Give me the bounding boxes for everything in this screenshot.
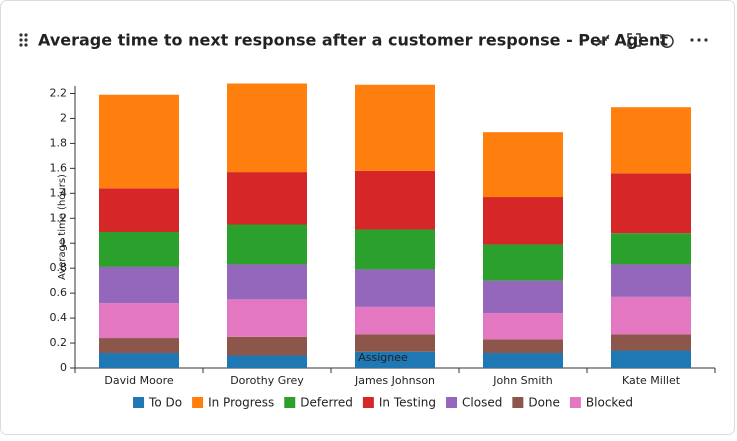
bar-segment — [355, 229, 435, 270]
legend: To Do In Progress Deferred In Testing Closed… — [133, 396, 633, 410]
legend-swatch — [192, 397, 204, 408]
legend-label: Closed — [462, 396, 502, 410]
x-tick-label: Dorothy Grey — [230, 374, 304, 387]
chart-title: Average time to next response after a cu… — [38, 31, 668, 50]
expand-icon[interactable] — [627, 33, 641, 47]
legend-label: Done — [528, 396, 560, 410]
legend-item[interactable]: In Progress — [192, 396, 274, 410]
y-tick-label: 2 — [60, 111, 67, 124]
legend-item[interactable]: Deferred — [284, 396, 353, 410]
bar-segment — [99, 94, 179, 189]
bar-segment — [483, 132, 563, 198]
bar-segment — [227, 336, 307, 356]
y-tick-label: 1.6 — [50, 161, 68, 174]
legend-item[interactable]: Blocked — [569, 396, 633, 410]
x-tick-label: James Johnson — [354, 374, 435, 387]
bar-segment — [355, 306, 435, 335]
legend-swatch — [133, 397, 145, 408]
y-tick-label: 1.8 — [50, 136, 68, 149]
x-axis-label: Assignee — [358, 351, 408, 364]
y-tick-label: 0.8 — [50, 261, 68, 274]
bar-segment — [611, 107, 691, 174]
x-tick-label: David Moore — [104, 374, 173, 387]
plot-area: 0 0.2 0.4 0.6 0.8 1 1.2 1.4 1.6 1.8 2 2.2 David Moor… — [50, 83, 716, 387]
x-tick-label: Kate Millet — [622, 374, 681, 387]
y-tick-label: 1 — [60, 236, 67, 249]
bar-segment — [355, 170, 435, 230]
bar-segment — [227, 299, 307, 337]
refresh-icon[interactable] — [660, 34, 674, 48]
shrink-icon[interactable] — [595, 34, 610, 47]
bar-segment — [483, 313, 563, 340]
bar-segment — [483, 280, 563, 314]
y-axis-label: Average time (hours) — [57, 174, 68, 280]
bar-segment — [227, 172, 307, 225]
bar-segment — [99, 266, 179, 304]
legend-label: In Progress — [208, 396, 274, 410]
legend-label: To Do — [148, 396, 182, 410]
bar-segment — [99, 303, 179, 339]
bar-segment — [227, 355, 307, 368]
bar-segment — [227, 224, 307, 265]
bar-segment — [611, 334, 691, 351]
y-tick-label: 0 — [60, 361, 67, 374]
legend-label: In Testing — [379, 396, 436, 410]
y-tick-label: 0.2 — [50, 336, 68, 349]
legend-swatch — [512, 397, 524, 408]
bar-segment — [355, 351, 435, 368]
bar-segment — [99, 188, 179, 232]
legend-swatch — [569, 397, 581, 408]
bar-segment — [99, 338, 179, 354]
bar-segment — [483, 244, 563, 281]
bar-segment — [611, 173, 691, 234]
bar-segment — [227, 83, 307, 173]
more-icon[interactable] — [690, 38, 708, 42]
legend-swatch — [284, 397, 296, 408]
x-tick-label: John Smith — [492, 374, 552, 387]
legend-item[interactable]: In Testing — [362, 396, 436, 410]
bar-segment — [611, 264, 691, 297]
bar-segment — [611, 233, 691, 265]
legend-item[interactable]: To Do — [133, 396, 182, 410]
bar-segment — [99, 231, 179, 267]
bar-segment — [611, 296, 691, 335]
bar-segment — [227, 264, 307, 300]
legend-swatch — [362, 397, 374, 408]
y-tick-label: 1.4 — [50, 186, 68, 199]
bar-segment — [99, 353, 179, 368]
bar-segment — [483, 353, 563, 368]
bar-segment — [355, 269, 435, 307]
bar-segment — [355, 84, 435, 171]
y-tick-label: 2.2 — [50, 86, 68, 99]
legend-item[interactable]: Done — [512, 396, 560, 410]
bar-segment — [611, 350, 691, 368]
bar-segment — [483, 197, 563, 245]
legend-label: Deferred — [300, 396, 353, 410]
legend-label: Blocked — [586, 396, 633, 410]
legend-swatch — [446, 397, 458, 408]
legend-item[interactable]: Closed — [446, 396, 502, 410]
bar-segment — [355, 334, 435, 352]
y-tick-label: 0.4 — [50, 311, 68, 324]
y-tick-label: 1.2 — [50, 211, 68, 224]
bar-segment — [483, 339, 563, 354]
y-tick-label: 0.6 — [50, 286, 68, 299]
drag-handle[interactable] — [19, 33, 28, 47]
